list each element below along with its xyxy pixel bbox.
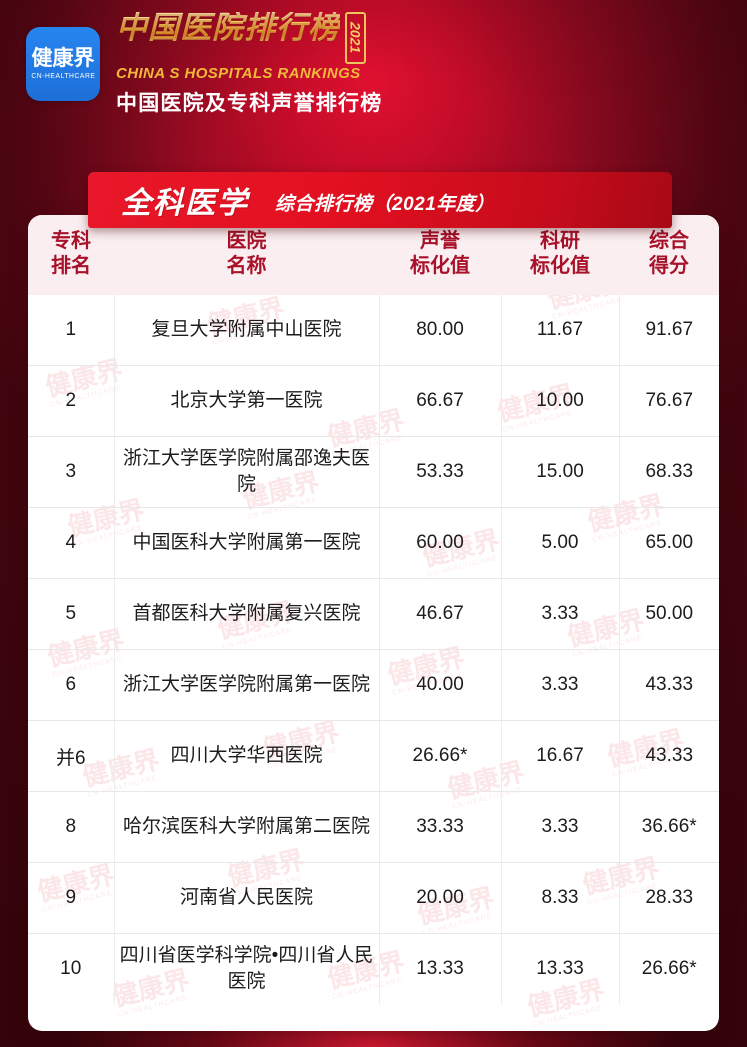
masthead-title-cn: 中国医院排行榜 xyxy=(116,9,340,45)
cell-rank: 8 xyxy=(28,791,115,863)
table-row: 2 北京大学第一医院 66.67 10.00 76.67 xyxy=(28,365,719,437)
table-row: 8 哈尔滨医科大学附属第二医院 33.33 3.33 36.66* xyxy=(28,791,719,863)
cell-rank: 并6 xyxy=(28,720,115,792)
cell-hospital: 北京大学第一医院 xyxy=(114,365,380,437)
brand-logo-cn-text: 健康界 xyxy=(31,47,95,70)
cell-rank: 2 xyxy=(28,365,115,437)
year-badge-label: 2021 xyxy=(347,21,364,54)
cell-total: 28.33 xyxy=(619,862,719,934)
cell-hospital: 四川大学华西医院 xyxy=(114,720,380,792)
table-body: 1 复旦大学附属中山医院 80.00 11.67 91.67 2 北京大学第一医… xyxy=(28,295,719,1004)
masthead-title-en: CHINA S HOSPITALS RANKINGS xyxy=(116,64,361,82)
cell-total: 50.00 xyxy=(619,578,719,650)
masthead: 健康界 CN-HEALTHCARE 中国医院排行榜 2021 CHINA S H… xyxy=(0,0,747,128)
cell-reputation: 20.00 xyxy=(379,862,502,934)
banner-subtitle: 综合排行榜（2021年度） xyxy=(275,193,495,215)
cell-rank: 4 xyxy=(28,507,115,579)
cell-hospital: 首都医科大学附属复兴医院 xyxy=(114,578,380,650)
masthead-title-line: 中国医院排行榜 2021 xyxy=(116,9,382,64)
cell-reputation: 46.67 xyxy=(379,578,502,650)
cell-research: 10.00 xyxy=(501,365,620,437)
year-badge: 2021 xyxy=(345,11,366,64)
cell-rank: 10 xyxy=(28,933,115,1004)
cell-rank: 5 xyxy=(28,578,115,650)
cell-research: 16.67 xyxy=(501,720,620,792)
cell-hospital: 哈尔滨医科大学附属第二医院 xyxy=(114,791,380,863)
cell-research: 5.00 xyxy=(501,507,620,579)
cell-total: 43.33 xyxy=(619,649,719,721)
cell-total: 68.33 xyxy=(619,436,719,508)
specialty-title-banner: 全科医学 综合排行榜（2021年度） xyxy=(88,172,672,228)
cell-research: 3.33 xyxy=(501,649,620,721)
cell-research: 3.33 xyxy=(501,791,620,863)
table-row: 4 中国医科大学附属第一医院 60.00 5.00 65.00 xyxy=(28,507,719,579)
cell-total: 91.67 xyxy=(619,295,719,366)
table-row: 10 四川省医学科学院•四川省人民医院 13.33 13.33 26.66* xyxy=(28,933,719,1004)
cell-reputation: 40.00 xyxy=(379,649,502,721)
cell-hospital: 浙江大学医学院附属第一医院 xyxy=(114,649,380,721)
cell-hospital: 河南省人民医院 xyxy=(114,862,380,934)
cell-reputation: 66.67 xyxy=(379,365,502,437)
cell-rank: 3 xyxy=(28,436,115,508)
specialty-name: 全科医学 xyxy=(121,187,249,220)
cell-total: 65.00 xyxy=(619,507,719,579)
table-row: 3 浙江大学医学院附属邵逸夫医院 53.33 15.00 68.33 xyxy=(28,436,719,508)
cell-reputation: 33.33 xyxy=(379,791,502,863)
masthead-subtitle-cn: 中国医院及专科声誉排行榜 xyxy=(116,91,383,115)
table-row: 1 复旦大学附属中山医院 80.00 11.67 91.67 xyxy=(28,295,719,366)
cell-reputation: 13.33 xyxy=(379,933,502,1004)
cell-research: 8.33 xyxy=(501,862,620,934)
cell-rank: 1 xyxy=(28,295,115,366)
cell-total: 43.33 xyxy=(619,720,719,792)
cell-hospital: 四川省医学科学院•四川省人民医院 xyxy=(114,933,380,1004)
ranking-table: 专科 排名 医院 名称 声誉 标化值 科研 标化值 综合 得分 xyxy=(28,215,719,1004)
cell-research: 13.33 xyxy=(501,933,620,1004)
cell-reputation: 80.00 xyxy=(379,295,502,366)
cell-reputation: 26.66* xyxy=(379,720,502,792)
cell-total: 26.66* xyxy=(641,958,697,979)
cell-research: 3.33 xyxy=(501,578,620,650)
masthead-text-block: 中国医院排行榜 2021 CHINA S HOSPITALS RANKINGS … xyxy=(116,9,383,117)
cell-research: 11.67 xyxy=(501,295,620,366)
table-row: 6 浙江大学医学院附属第一医院 40.00 3.33 43.33 xyxy=(28,649,719,721)
table-row: 并6 四川大学华西医院 26.66* 16.67 43.33 xyxy=(28,720,719,792)
cell-total: 76.67 xyxy=(619,365,719,437)
cell-total: 36.66* xyxy=(619,791,719,863)
cell-research: 15.00 xyxy=(501,436,620,508)
table-row: 9 河南省人民医院 20.00 8.33 28.33 xyxy=(28,862,719,934)
cell-reputation: 53.33 xyxy=(379,436,502,508)
cell-hospital: 中国医科大学附属第一医院 xyxy=(114,507,380,579)
brand-logo: 健康界 CN-HEALTHCARE xyxy=(26,27,100,101)
cell-hospital: 复旦大学附属中山医院 xyxy=(114,295,380,366)
cell-rank: 9 xyxy=(28,862,115,934)
brand-logo-en-text: CN-HEALTHCARE xyxy=(30,73,96,80)
cell-hospital: 浙江大学医学院附属邵逸夫医院 xyxy=(114,436,380,508)
cell-reputation: 60.00 xyxy=(379,507,502,579)
table-row: 5 首都医科大学附属复兴医院 46.67 3.33 50.00 xyxy=(28,578,719,650)
cell-rank: 6 xyxy=(28,649,115,721)
